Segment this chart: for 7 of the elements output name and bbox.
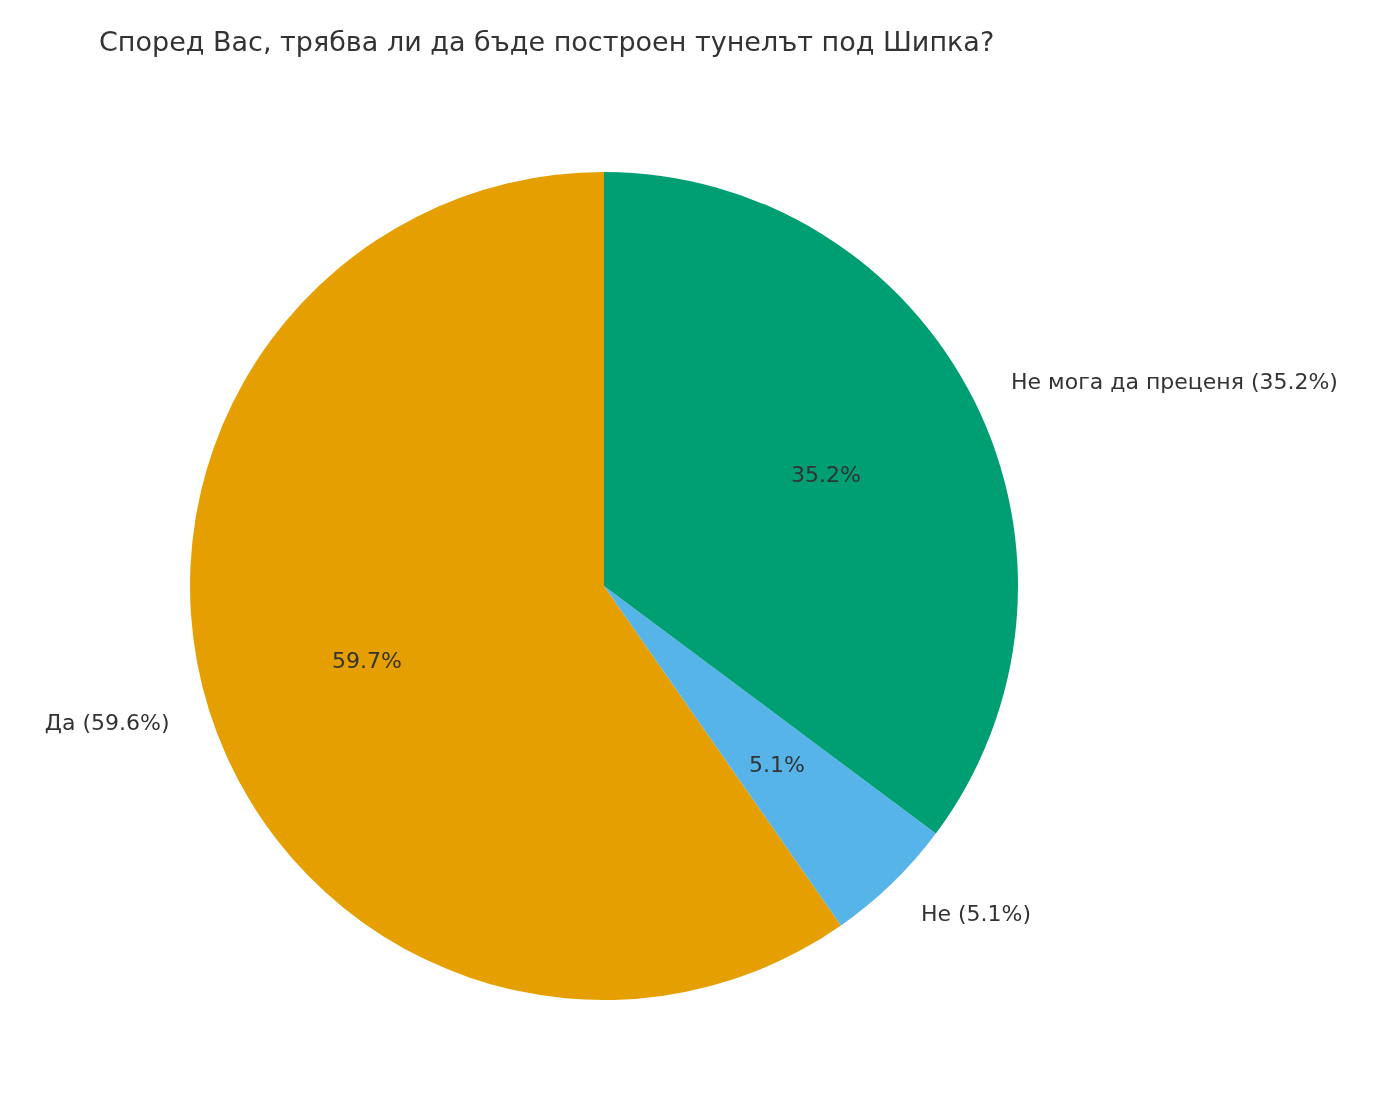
data-label: 35.2%	[791, 462, 861, 488]
data-label: 59.7%	[332, 648, 402, 674]
slice-label: Не мога да преценя (35.2%)	[1011, 369, 1338, 395]
chart-title: Според Вас, трябва ли да бъде построен тунелът под Шипка?	[99, 26, 995, 57]
slice-label: Не (5.1%)	[920, 900, 1032, 926]
data-label: 5.1%	[748, 751, 805, 777]
slice-label: Да (59.6%)	[44, 710, 170, 736]
